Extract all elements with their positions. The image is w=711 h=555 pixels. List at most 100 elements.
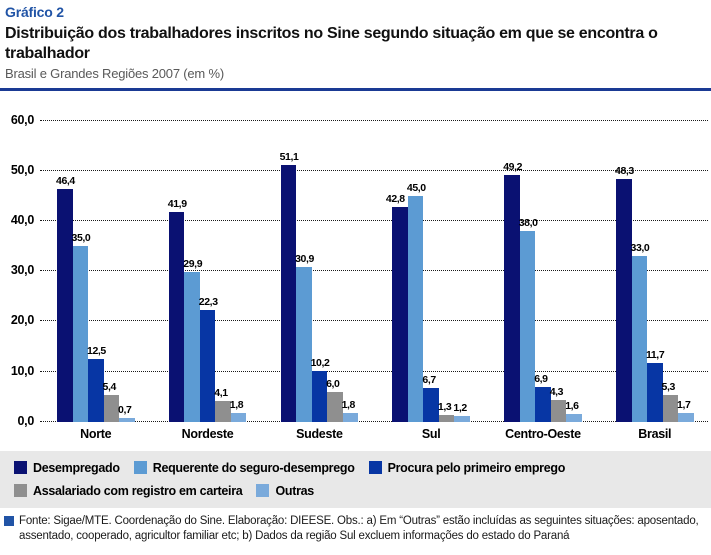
bar-sul-assalariado-com-registro-em-carteira — [438, 415, 455, 422]
bar-norte-outras — [119, 418, 135, 422]
x-axis-label-centro-oeste: Centro-Oeste — [505, 426, 581, 441]
gridline — [40, 169, 708, 171]
bar-value-label: 4,1 — [214, 387, 228, 400]
x-axis-label-brasil: Brasil — [638, 426, 672, 441]
bar-value-label: 33,0 — [630, 242, 650, 255]
bar-value-label: 46,4 — [56, 174, 75, 187]
chart-kicker: Gráfico 2 — [5, 4, 64, 20]
bar-nordeste-assalariado-com-registro-em-carteira — [215, 401, 231, 422]
legend-label: Requerente do seguro-desemprego — [152, 460, 355, 475]
chart-subtitle: Brasil e Grandes Regiões 2007 (em %) — [5, 65, 224, 81]
bar-centro-oeste-outras — [566, 413, 582, 422]
bar-value-label: 4,3 — [549, 386, 564, 399]
bar-brasil-requerente-do-seguro-desemprego — [631, 256, 647, 422]
gridline — [40, 420, 708, 422]
bar-brasil-outras — [678, 413, 694, 422]
bar-sul-procura-pelo-primeiro-emprego — [423, 388, 439, 422]
y-axis-tick-label: 50,0 — [10, 162, 34, 177]
y-axis-tick-label: 30,0 — [10, 263, 34, 278]
legend-swatch-icon — [256, 484, 270, 498]
bar-value-label: 1,8 — [341, 398, 356, 411]
bar-centro-oeste-procura-pelo-primeiro-emprego — [535, 387, 551, 422]
bar-nordeste-procura-pelo-primeiro-emprego — [199, 309, 216, 422]
legend-item-procura-pelo-primeiro-emprego: Procura pelo primeiro emprego — [368, 460, 566, 475]
bar-norte-assalariado-com-registro-em-carteira — [103, 394, 119, 422]
bar-centro-oeste-requerente-do-seguro-desemprego — [519, 231, 536, 422]
gridline — [40, 220, 708, 222]
legend-row: Assalariado com registro em carteira Outr… — [14, 482, 701, 500]
y-axis-tick-label: 20,0 — [10, 313, 34, 328]
bar-value-label: 6,9 — [534, 373, 548, 386]
bar-value-label: 10,2 — [310, 356, 330, 369]
bar-sudeste-outras — [342, 412, 359, 422]
bar-value-label: 41,9 — [167, 197, 187, 210]
legend-item-requerente-do-seguro-desemprego: Requerente do seguro-desemprego — [133, 460, 355, 475]
bar-value-label: 49,2 — [503, 160, 523, 173]
legend-item-outras: Outras — [256, 484, 314, 498]
bar-norte-procura-pelo-primeiro-emprego — [88, 359, 104, 422]
bar-nordeste-requerente-do-seguro-desemprego — [184, 271, 200, 422]
legend-swatch-icon — [14, 461, 27, 475]
footer-note: Fonte: Sigae/MTE. Coordenação do Sine. E… — [19, 514, 699, 542]
bar-brasil-procura-pelo-primeiro-emprego — [647, 363, 663, 422]
bar-value-label: 48,3 — [615, 165, 634, 178]
legend-row: Desempregado Requerente do seguro-desempr… — [14, 459, 701, 477]
legend-label: Desempregado — [33, 460, 120, 475]
y-axis-tick-label: 10,0 — [10, 363, 34, 378]
bar-sudeste-procura-pelo-primeiro-emprego — [311, 370, 328, 422]
bar-value-label: 6,7 — [422, 374, 436, 387]
gridline — [40, 270, 708, 272]
bar-value-label: 1,2 — [453, 401, 467, 414]
bar-value-label: 45,0 — [406, 182, 426, 194]
bar-value-label: 22,3 — [198, 295, 218, 308]
bar-centro-oeste-desempregado — [504, 174, 520, 422]
bar-sul-outras — [454, 415, 470, 422]
plot-area: 46,4 35,0 12,5 5,4 0,7 41,9 29,9 22,3 4,1 1,8 51,1… — [40, 119, 708, 422]
bar-value-label: 29,9 — [183, 257, 203, 270]
legend-label: Procura pelo primeiro emprego — [387, 460, 566, 475]
legend-item-assalariado-com-registro-em-carteira: Assalariado com registro em carteira — [14, 483, 243, 498]
bar-sudeste-requerente-do-seguro-desemprego — [296, 266, 312, 422]
footer: Fonte: Sigae/MTE. Coordenação do Sine. E… — [4, 514, 705, 544]
bar-brasil-desempregado — [616, 179, 632, 422]
bar-nordeste-desempregado — [168, 211, 185, 422]
x-axis-label-nordeste: Nordeste — [181, 426, 234, 441]
bar-sul-desempregado — [392, 207, 408, 422]
legend-label: Outras — [275, 483, 314, 498]
source-marker-icon — [4, 515, 14, 526]
bar-sudeste-desempregado — [280, 165, 297, 422]
bar-value-label: 35,0 — [71, 232, 91, 245]
bar-nordeste-outras — [230, 412, 247, 422]
bar-value-label: 1,6 — [565, 399, 579, 412]
legend-item-desempregado: Desempregado — [14, 461, 120, 475]
bar-value-label: 42,8 — [385, 193, 405, 206]
gridline — [40, 320, 708, 322]
bar-norte-desempregado — [57, 188, 73, 422]
x-axis-label-sudeste: Sudeste — [296, 426, 343, 441]
bar-value-label: 51,1 — [279, 151, 299, 164]
bar-brasil-assalariado-com-registro-em-carteira — [662, 395, 678, 422]
y-axis-tick-label: 40,0 — [10, 213, 34, 228]
bar-centro-oeste-assalariado-com-registro-em-carteira — [550, 400, 567, 422]
bar-sudeste-assalariado-com-registro-em-carteira — [327, 391, 343, 422]
bar-value-label: 30,9 — [295, 252, 314, 265]
bar-value-label: 1,7 — [677, 399, 691, 412]
y-axis-tick-label: 0,0 — [17, 413, 35, 428]
bar-value-label: 5,4 — [102, 380, 117, 393]
gridline — [40, 370, 708, 372]
bar-value-label: 12,5 — [87, 345, 106, 358]
bar-value-label: 6,0 — [326, 377, 340, 390]
bar-value-label: 5,3 — [661, 381, 676, 394]
bar-norte-requerente-do-seguro-desemprego — [72, 246, 88, 422]
y-axis-tick-label: 60,0 — [10, 112, 34, 127]
legend-swatch-icon — [14, 484, 27, 498]
legend-swatch-icon — [133, 461, 147, 475]
bar-chart: 46,4 35,0 12,5 5,4 0,7 41,9 29,9 22,3 4,1 1,8 51,1… — [0, 91, 711, 446]
page-title: Distribuição dos trabalhadores inscritos… — [5, 24, 658, 62]
bar-value-label: 0,7 — [118, 404, 132, 417]
legend-label: Assalariado com registro em carteira — [33, 483, 243, 498]
header-divider — [0, 87, 711, 91]
bar-value-label: 1,3 — [437, 401, 452, 414]
bar-sul-requerente-do-seguro-desemprego — [407, 196, 424, 422]
